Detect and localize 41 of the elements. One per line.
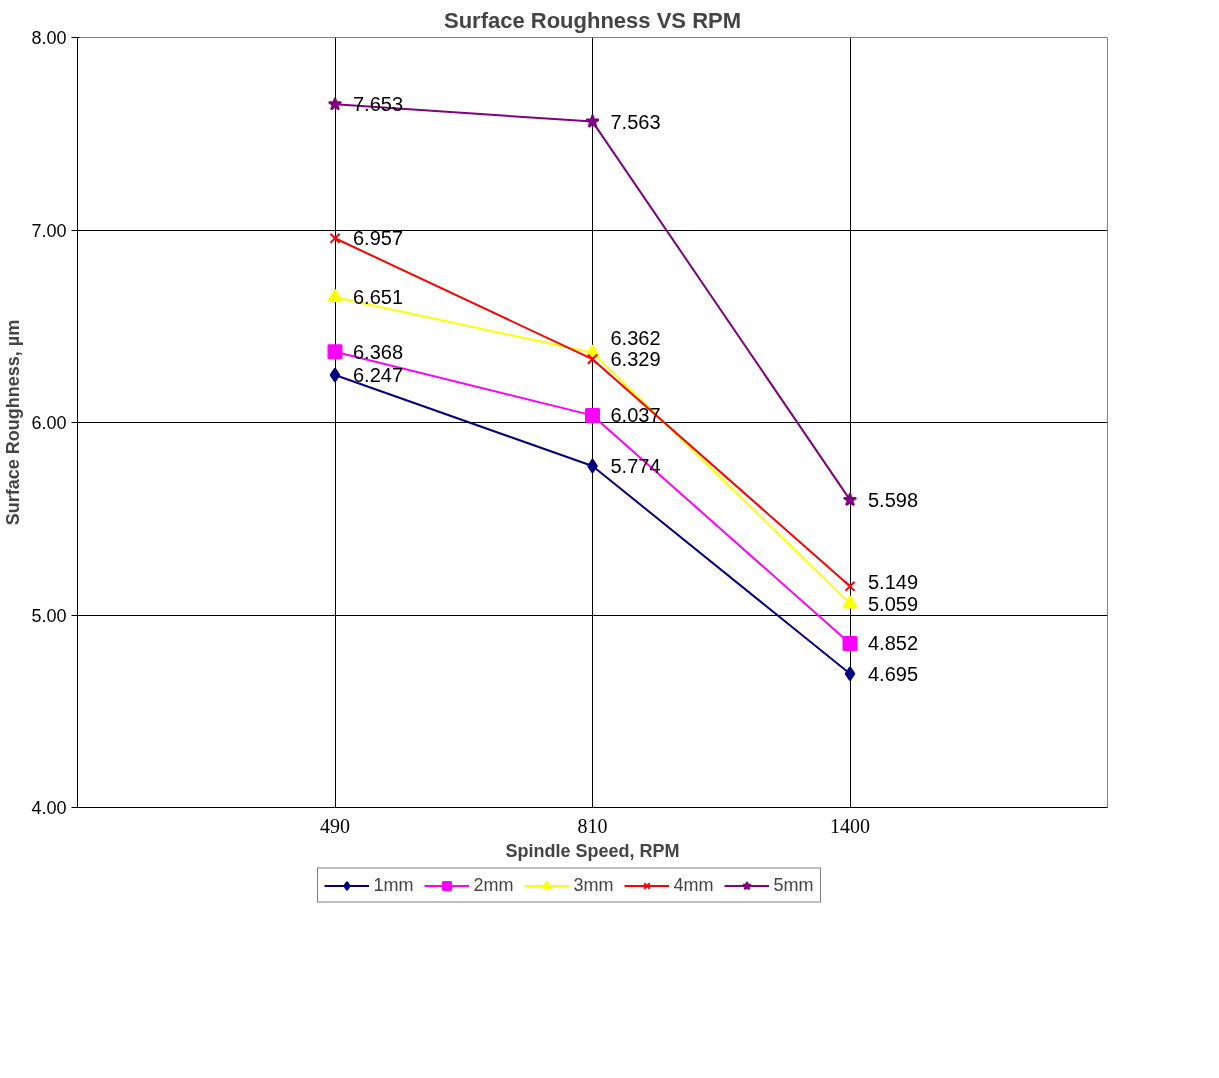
data-label: 6.329 (610, 348, 661, 371)
y-tick-label: 4.00 (31, 798, 67, 818)
legend-label: 2mm (473, 874, 514, 896)
data-label: 6.651 (353, 286, 404, 309)
data-label: 6.368 (353, 340, 404, 363)
point (327, 344, 343, 360)
point (844, 666, 856, 682)
data-label: 6.957 (353, 227, 404, 250)
point (844, 580, 856, 592)
legend-label: 5mm (773, 874, 814, 896)
x-axis-title: Spindle Speed, RPM (505, 840, 680, 861)
chart-title: Surface Roughness VS RPM (443, 7, 742, 33)
y-axis-title: Surface Roughness, µm (3, 319, 24, 526)
data-label: 4.695 (868, 662, 919, 685)
point (842, 595, 858, 609)
y-tick-label: 7.00 (31, 220, 67, 241)
data-label: 7.563 (610, 110, 661, 133)
point (329, 232, 341, 244)
data-label: 6.362 (610, 326, 661, 349)
x-tick-label: 1400 (830, 814, 870, 837)
point (842, 635, 858, 651)
y-tick-label: 6.00 (31, 413, 67, 433)
data-label: 4.852 (868, 632, 919, 655)
point (585, 114, 600, 128)
point (327, 288, 343, 302)
point (585, 407, 600, 423)
data-label: 6.247 (353, 363, 404, 386)
x-tick-label: 490 (320, 814, 350, 837)
data-label: 5.059 (868, 592, 919, 615)
legend-label: 3mm (573, 874, 614, 896)
x-tick-label: 810 (577, 814, 608, 837)
y-tick-label: 5.00 (31, 605, 67, 626)
legend-label: 4mm (673, 874, 714, 896)
point (329, 367, 341, 383)
legend-label: 1mm (373, 874, 414, 896)
y-tick-label: 8.00 (31, 28, 67, 48)
point (842, 492, 858, 507)
data-label: 5.149 (868, 571, 919, 594)
data-label: 5.598 (868, 488, 919, 511)
point (586, 353, 599, 365)
point (327, 96, 343, 111)
